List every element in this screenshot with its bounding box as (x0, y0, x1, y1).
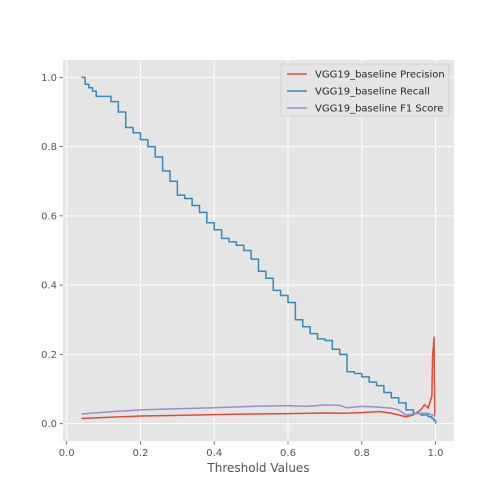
legend-label-1: VGG19_baseline Recall (315, 87, 430, 98)
x-tick-label-4: 0.8 (354, 448, 370, 459)
x-tick-label-2: 0.4 (206, 448, 222, 459)
grid-lines (63, 60, 454, 441)
y-tick-label-5: 1.0 (41, 73, 57, 84)
legend-box (280, 63, 450, 117)
plot-background (63, 60, 454, 441)
x-tick-label-3: 0.6 (280, 448, 296, 459)
x-tick-label-5: 1.0 (428, 448, 444, 459)
series-line-1 (81, 76, 437, 424)
series-line-2 (81, 404, 436, 416)
y-tick-label-4: 0.8 (41, 142, 57, 153)
legend-label-2: VGG19_baseline F1 Score (315, 104, 443, 115)
y-tick-label-2: 0.4 (41, 281, 57, 292)
series-group (81, 76, 437, 424)
x-tick-label-1: 0.2 (133, 448, 149, 459)
series-line-0 (81, 336, 436, 420)
legend: VGG19_baseline Precision VGG19_baseline R… (280, 63, 450, 117)
x-axis-label: Threshold Values (206, 461, 309, 475)
y-tick-label-0: 0.0 (41, 419, 57, 430)
y-tick-label-3: 0.6 (41, 211, 57, 222)
y-tick-label-1: 0.2 (41, 350, 57, 361)
legend-label-0: VGG19_baseline Precision (315, 70, 445, 81)
tick-labels: 0.0 0.2 0.4 0.6 0.8 1.0 0.0 0.2 0.4 0.6 0.8 1.0 (41, 73, 443, 459)
x-tick-label-0: 0.0 (59, 448, 75, 459)
